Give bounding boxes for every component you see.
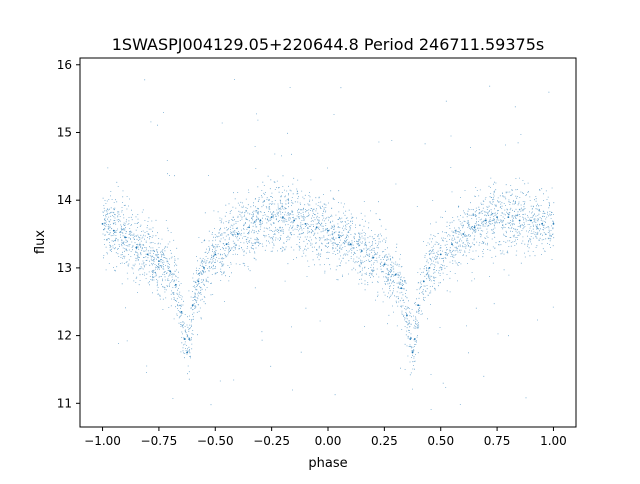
data-point [135, 246, 138, 249]
data-point [507, 216, 510, 219]
data-point [428, 266, 431, 269]
x-tick-label: −0.25 [253, 434, 290, 448]
data-point [236, 233, 239, 235]
data-point [541, 222, 544, 225]
data-point [188, 338, 191, 340]
data-point [183, 338, 186, 340]
y-tick-label: 13 [57, 261, 72, 275]
y-tick-label: 14 [57, 193, 72, 207]
data-point [169, 270, 172, 273]
x-tick-label: 0.25 [371, 434, 398, 448]
data-point [383, 263, 386, 266]
data-point [518, 219, 521, 222]
data-point [293, 219, 296, 222]
data-point [315, 226, 318, 229]
data-point [530, 219, 532, 222]
data-point [101, 222, 104, 225]
data-point [394, 273, 397, 276]
data-point [270, 216, 273, 219]
x-tick-label: 0.00 [315, 434, 342, 448]
data-point [186, 351, 188, 354]
y-axis-label: flux [33, 230, 48, 254]
data-point [462, 233, 465, 235]
data-point [327, 229, 329, 232]
data-point [225, 243, 228, 246]
y-tick-label: 15 [57, 125, 72, 139]
y-tick-label: 16 [57, 58, 72, 72]
y-axis: 11 12 13 14 15 16 [57, 58, 80, 410]
data-point [174, 283, 177, 286]
x-tick-label: 0.50 [427, 434, 454, 448]
data-point [496, 216, 498, 219]
data-point [484, 219, 487, 222]
data-point [473, 226, 476, 229]
x-tick-label: 0.75 [484, 434, 511, 448]
data-point [304, 222, 307, 225]
data-point [203, 266, 205, 269]
data-point [146, 253, 149, 256]
data-point [552, 222, 555, 225]
x-axis: −1.00 −0.75 −0.50 −0.25 0.00 0.25 0.50 0.75 1.00 [84, 427, 567, 448]
data-point [197, 280, 200, 283]
data-point [411, 351, 414, 354]
data-point [451, 243, 453, 246]
data-point [439, 253, 442, 256]
data-point [259, 219, 262, 222]
data-point [349, 243, 352, 246]
data-point [409, 338, 412, 340]
data-point [180, 310, 183, 313]
data-point [112, 229, 115, 232]
data-point [413, 338, 416, 340]
x-tick-label: −0.50 [197, 434, 234, 448]
data-point [214, 253, 217, 256]
y-tick-label: 12 [57, 329, 72, 343]
x-axis-label: phase [308, 456, 347, 471]
data-point [360, 250, 363, 252]
data-point [372, 256, 374, 259]
data-point [417, 304, 420, 307]
data-point [191, 304, 194, 307]
x-tick-label: −1.00 [84, 434, 121, 448]
data-point [338, 236, 341, 239]
data-point [422, 280, 425, 283]
data-markers [101, 216, 555, 354]
data-point [158, 260, 160, 263]
data-point [400, 287, 403, 290]
y-tick-label: 11 [57, 396, 72, 410]
data-point [282, 216, 284, 219]
data-point [124, 236, 126, 239]
data-point [406, 314, 408, 317]
x-tick-label: −0.75 [141, 434, 178, 448]
x-tick-label: 1.00 [540, 434, 567, 448]
data-point [248, 226, 250, 229]
chart-title: 1SWASPJ004129.05+220644.8 Period 246711.… [112, 35, 544, 54]
